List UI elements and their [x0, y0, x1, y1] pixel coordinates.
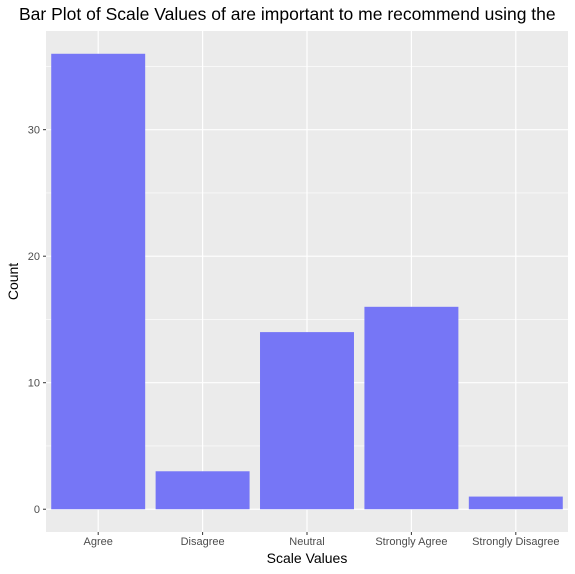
y-tick-label: 30 [28, 125, 40, 137]
bar-disagree [155, 471, 250, 510]
x-tick-label: Disagree [181, 536, 225, 548]
x-tick-label: Neutral [289, 536, 324, 548]
bar-agree [51, 53, 146, 510]
y-axis: 0 10 20 30 [28, 125, 46, 516]
y-tick-label: 20 [28, 251, 40, 263]
y-axis-label: Count [5, 263, 21, 300]
bar-strongly-agree [364, 306, 459, 510]
x-tick-label: Strongly Agree [375, 536, 447, 548]
chart-title: Bar Plot of Scale Values of are importan… [19, 4, 556, 24]
x-axis: Agree Disagree Neutral Strongly Agree Strong… [84, 532, 560, 548]
y-tick-label: 0 [34, 504, 40, 516]
x-axis-label: Scale Values [267, 550, 348, 566]
bar-strongly-disagree [468, 496, 563, 510]
x-tick-label: Agree [84, 536, 113, 548]
x-tick-label: Strongly Disagree [472, 536, 559, 548]
bar-neutral [260, 332, 354, 510]
bars [51, 53, 563, 510]
y-tick-label: 10 [28, 378, 40, 390]
